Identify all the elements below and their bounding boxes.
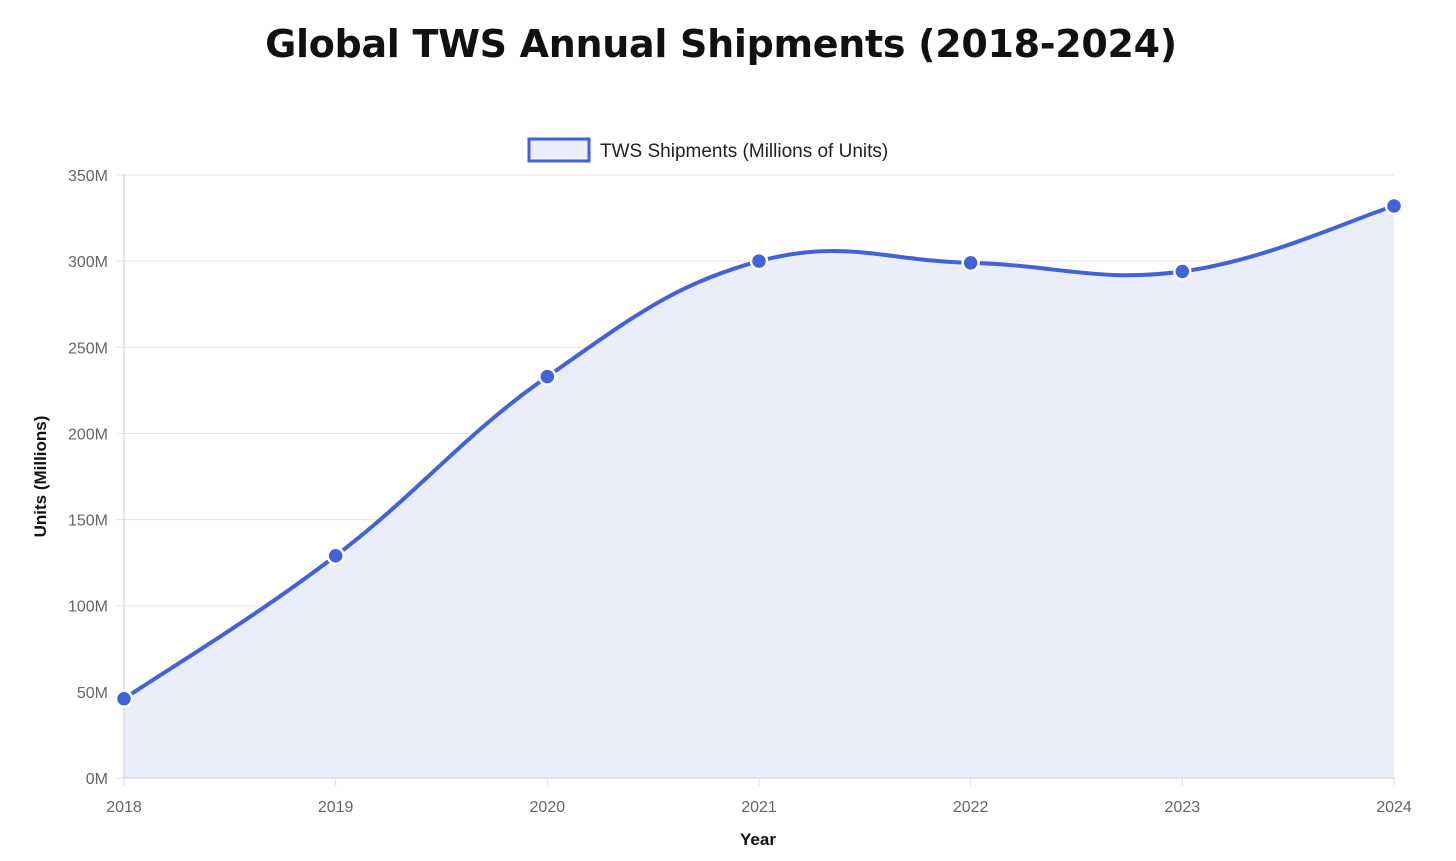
legend-label[interactable]: TWS Shipments (Millions of Units) xyxy=(600,141,888,162)
x-tick-label: 2022 xyxy=(953,799,989,816)
data-point-2021[interactable] xyxy=(749,251,769,271)
y-tick-label: 350M xyxy=(68,168,108,185)
series-area-fill xyxy=(124,206,1394,779)
x-tick-label: 2020 xyxy=(530,799,566,816)
points-layer xyxy=(114,196,1404,708)
y-tick-label: 250M xyxy=(68,340,108,357)
y-tick-label: 50M xyxy=(77,685,108,702)
data-point-2022[interactable] xyxy=(961,253,980,273)
data-point-2023[interactable] xyxy=(1173,262,1192,281)
y-tick-label: 300M xyxy=(68,254,108,271)
x-axis-title: Year xyxy=(740,830,776,849)
x-tick-label: 2023 xyxy=(1165,799,1201,816)
data-point-2018[interactable] xyxy=(114,689,134,708)
y-tick-label: 150M xyxy=(68,513,108,530)
y-axis-title: Units (Millions) xyxy=(31,416,50,538)
x-tick-label: 2018 xyxy=(106,799,142,816)
label-layer: 0M 50M 100M 150M 200M 250M 300M 350M 2018 2019 202… xyxy=(31,168,1412,849)
x-tick-label: 2024 xyxy=(1376,799,1412,816)
data-point-2020[interactable] xyxy=(538,367,557,386)
axis-layer xyxy=(123,175,1394,779)
area-layer xyxy=(122,204,1396,779)
legend[interactable]: TWS Shipments (Millions of Units) xyxy=(527,137,888,163)
legend-swatch[interactable] xyxy=(527,137,591,163)
x-tick-label: 2021 xyxy=(741,799,777,816)
chart-title: Global TWS Annual Shipments (2018-2024) xyxy=(265,22,1177,66)
data-point-2024[interactable] xyxy=(1384,196,1404,216)
data-point-2019[interactable] xyxy=(326,546,345,566)
y-tick-label: 100M xyxy=(68,599,108,616)
y-tick-label: 200M xyxy=(68,426,108,443)
x-tick-label: 2019 xyxy=(318,799,354,816)
y-tick-label: 0M xyxy=(86,771,108,788)
